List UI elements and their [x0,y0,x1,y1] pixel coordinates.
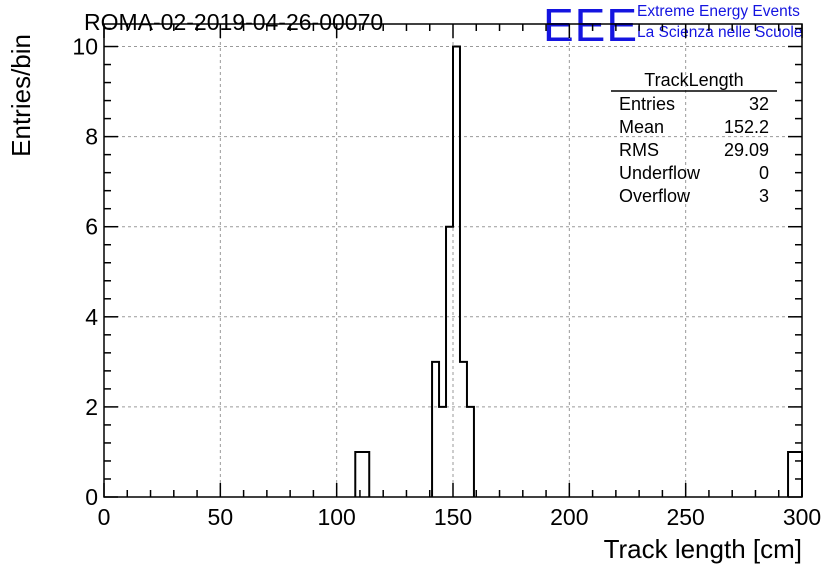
stats-box-label: RMS [619,140,659,160]
stats-box-value: 32 [749,94,769,114]
stats-box-label: Entries [619,94,675,114]
logo-caption-line1: Extreme Energy Events [637,3,800,20]
histogram-bar [362,452,369,497]
histogram-bar [467,407,474,497]
stats-box-title: TrackLength [644,70,743,90]
histogram-bar [795,452,802,497]
y-tick-label: 6 [85,214,98,240]
y-tick-label: 4 [85,304,98,330]
x-tick-label: 150 [434,504,472,530]
chart-header-title: ROMA-02-2019-04-26-00070 [84,9,384,35]
histogram-bar [788,452,795,497]
logo-caption-line2: La Scienza nelle Scuole [637,24,803,41]
x-tick-label: 250 [666,504,704,530]
eee-logo: EEE [543,0,639,51]
y-tick-label: 2 [85,394,98,420]
histogram-bar [446,227,453,497]
stats-box-value: 152.2 [724,117,769,137]
y-tick-label: 10 [72,34,98,60]
stats-box-value: 3 [759,186,769,206]
x-tick-label: 200 [550,504,588,530]
histogram-bar [453,47,460,497]
stats-box-label: Mean [619,117,664,137]
histogram-bar [460,362,467,497]
stats-box-value: 0 [759,163,769,183]
stats-box-label: Underflow [619,163,701,183]
y-tick-label: 8 [85,124,98,150]
histogram-bar [432,362,439,497]
y-tick-label: 0 [85,484,98,510]
histogram-outline [354,45,803,497]
x-axis-label: Track length [cm] [604,534,802,564]
y-axis-label: Entries/bin [6,34,36,157]
stats-box-label: Overflow [619,186,691,206]
x-tick-label: 100 [317,504,355,530]
stats-box-value: 29.09 [724,140,769,160]
histogram-bar [439,407,446,497]
histogram-bar [355,452,362,497]
x-tick-label: 0 [98,504,111,530]
x-tick-label: 300 [783,504,821,530]
x-tick-label: 50 [208,504,234,530]
